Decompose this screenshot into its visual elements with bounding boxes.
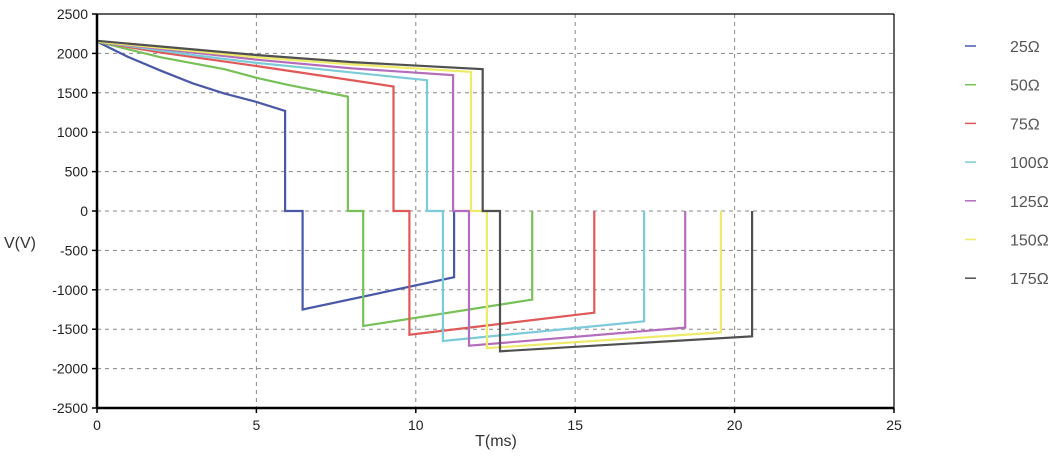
x-tick-label: 25 <box>886 417 902 433</box>
legend-item: 150Ω <box>965 233 1049 250</box>
y-tick-label: 500 <box>65 164 89 180</box>
legend-label: 125Ω <box>1010 194 1049 211</box>
y-tick-label: 0 <box>80 203 88 219</box>
y-tick-label: -2500 <box>52 400 88 416</box>
series-line-50ohm <box>96 40 534 328</box>
plot-series <box>96 39 754 353</box>
y-tick-label: 1000 <box>57 124 88 140</box>
y-tick-label: -1500 <box>52 321 88 337</box>
legend-item: 125Ω <box>965 194 1049 211</box>
y-tick-label: 1500 <box>57 85 88 101</box>
x-tick-label: 5 <box>253 417 261 433</box>
y-tick-label: -500 <box>60 242 88 258</box>
legend-label: 50Ω <box>1010 78 1040 95</box>
tick-labels: 2500 2000 1500 1000 500 0 -500 -1000 -1500 -2000 -… <box>52 6 902 433</box>
series-line-25ohm <box>96 40 456 311</box>
legend-label: 75Ω <box>1010 116 1040 133</box>
y-tick-label: -1000 <box>52 282 88 298</box>
legend-label: 175Ω <box>1010 271 1049 288</box>
legend-item: 75Ω <box>965 116 1040 133</box>
legend-label: 25Ω <box>1010 39 1040 56</box>
legend-label: 150Ω <box>1010 233 1049 250</box>
legend-item: 175Ω <box>965 271 1049 288</box>
series-line-125ohm <box>96 40 687 347</box>
x-tick-label: 15 <box>567 417 583 433</box>
series-line-100ohm <box>96 40 646 343</box>
x-tick-label: 0 <box>93 417 101 433</box>
x-tick-label: 10 <box>408 417 424 433</box>
series-line-150ohm <box>96 40 722 350</box>
y-tick-label: -2000 <box>52 361 88 377</box>
y-axis-title: V(V) <box>4 235 36 252</box>
x-tick-label: 20 <box>727 417 743 433</box>
legend: 25Ω 50Ω 75Ω 100Ω 125Ω 150Ω 175Ω <box>965 39 1049 288</box>
y-tick-label: 2500 <box>57 6 88 22</box>
series-line-175ohm <box>96 39 754 353</box>
legend-item: 50Ω <box>965 78 1040 95</box>
legend-label: 100Ω <box>1010 155 1049 172</box>
legend-item: 25Ω <box>965 39 1040 56</box>
legend-item: 100Ω <box>965 155 1049 172</box>
grid-lines <box>97 14 894 408</box>
y-tick-label: 2000 <box>57 45 88 61</box>
series-line-75ohm <box>96 40 596 336</box>
x-axis-title: T(ms) <box>475 433 517 450</box>
